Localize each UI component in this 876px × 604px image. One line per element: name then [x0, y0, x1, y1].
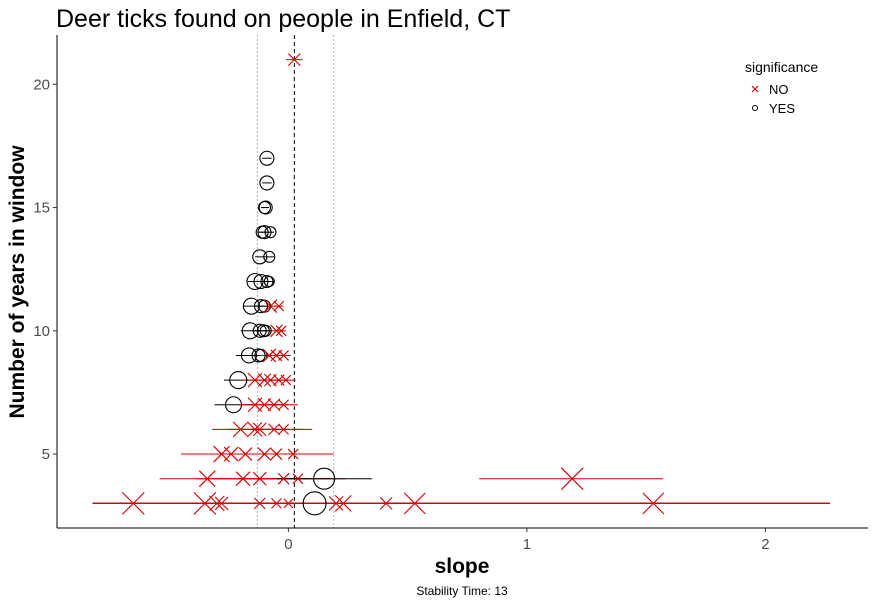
point-x	[214, 496, 229, 511]
legend-key-yes: YES	[752, 101, 795, 116]
point-x	[268, 423, 280, 436]
point-x	[334, 494, 352, 512]
point-circle	[258, 200, 273, 215]
point-x	[238, 447, 253, 461]
point-circle	[260, 274, 274, 289]
legend: significance NO YES	[745, 59, 818, 116]
point-circle	[224, 396, 243, 414]
point-x	[277, 472, 290, 485]
point-circle	[257, 201, 272, 215]
point-x	[292, 473, 304, 485]
legend-title: significance	[745, 59, 818, 75]
data-markers	[121, 53, 665, 516]
point-x	[262, 348, 277, 363]
point-circle	[246, 272, 264, 291]
point-x	[379, 496, 393, 510]
point-circle	[229, 371, 248, 390]
chart-title: Deer ticks found on people in Enfield, C…	[56, 5, 510, 33]
point-circle	[242, 297, 260, 315]
plot-area	[92, 35, 830, 528]
point-x	[278, 424, 289, 435]
x-tick-label: 0	[284, 536, 292, 553]
point-circle	[313, 467, 336, 490]
point-circle	[264, 226, 277, 239]
y-axis-ticks: 5 10 15 20	[33, 76, 57, 463]
point-x	[273, 300, 285, 312]
point-circle	[240, 347, 258, 364]
y-tick-label: 20	[33, 76, 50, 93]
point-circle	[263, 250, 276, 263]
point-circle	[302, 491, 327, 516]
legend-x-marker-icon	[751, 85, 759, 93]
point-circle	[252, 323, 267, 338]
y-tick-label: 15	[33, 200, 50, 217]
legend-label-yes: YES	[769, 101, 795, 116]
point-x	[280, 374, 292, 386]
y-tick-label: 5	[42, 446, 50, 463]
point-x	[252, 422, 267, 437]
point-circle	[256, 324, 270, 338]
point-x	[235, 471, 251, 487]
legend-label-no: NO	[769, 82, 789, 97]
point-x	[270, 448, 283, 460]
point-circle	[253, 273, 269, 290]
legend-circle-marker-icon	[752, 105, 758, 111]
point-circle	[241, 322, 259, 340]
point-x	[270, 324, 283, 338]
reference-lines	[256, 35, 335, 528]
point-x	[223, 446, 239, 462]
point-x	[198, 470, 216, 488]
point-x	[252, 471, 267, 486]
y-tick-label: 10	[33, 323, 50, 340]
point-circle	[252, 249, 268, 265]
point-x	[403, 492, 426, 515]
point-x	[287, 448, 299, 460]
point-x	[257, 373, 272, 387]
point-x	[193, 491, 217, 515]
point-x	[213, 445, 230, 463]
point-circle	[259, 324, 272, 337]
point-x	[560, 467, 584, 491]
point-x	[121, 491, 145, 515]
x-tick-label: 2	[761, 536, 769, 553]
point-circle	[255, 225, 269, 239]
point-x	[253, 497, 266, 510]
point-circle	[254, 348, 268, 363]
point-x	[278, 399, 289, 411]
point-x	[287, 53, 301, 67]
point-x	[267, 398, 281, 412]
point-x	[247, 422, 263, 437]
caption-stability-time: Stability Time: 13	[416, 584, 508, 598]
point-circle	[257, 225, 272, 240]
x-axis-title: slope	[435, 555, 490, 578]
point-circle	[253, 299, 268, 314]
legend-key-no: NO	[751, 82, 789, 97]
point-x	[328, 495, 344, 511]
x-tick-label: 1	[523, 536, 531, 553]
point-circle	[263, 275, 275, 288]
point-x	[208, 495, 225, 512]
point-x	[278, 350, 289, 361]
point-x	[257, 397, 272, 412]
x-axis-ticks: 0 1 2	[284, 528, 770, 553]
point-circle	[259, 175, 275, 191]
point-x	[283, 498, 294, 509]
error-bars	[92, 59, 830, 504]
point-circle	[251, 348, 266, 363]
point-x	[271, 497, 282, 509]
point-circle	[259, 150, 275, 166]
point-x	[275, 325, 287, 337]
point-x	[232, 421, 249, 438]
point-x	[257, 447, 272, 461]
point-x	[642, 492, 665, 515]
y-axis-title: Number of years in window	[6, 145, 29, 419]
